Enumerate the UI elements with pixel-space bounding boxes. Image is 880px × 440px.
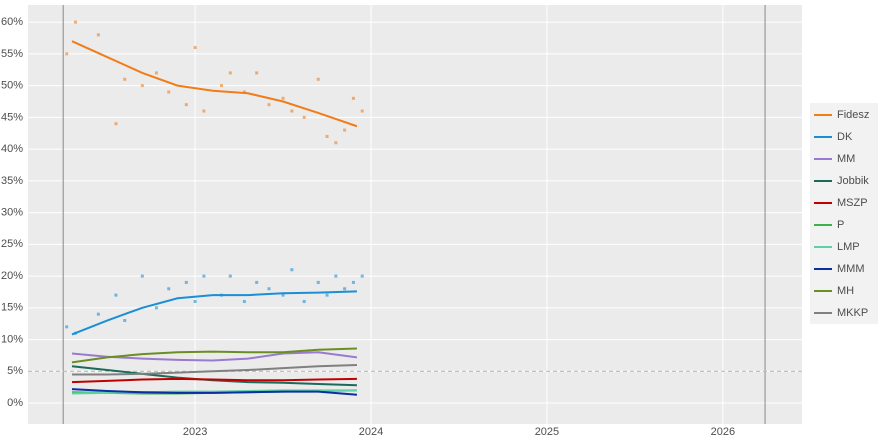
x-tick-label: 2024 — [359, 426, 383, 438]
poll-point — [267, 103, 271, 107]
poll-point — [281, 96, 285, 100]
y-tick-label: 0% — [7, 397, 23, 409]
trend-line — [71, 377, 357, 384]
poll-point — [290, 109, 294, 113]
legend-label: MKKP — [837, 307, 868, 319]
trend-line — [71, 363, 357, 376]
y-tick-label: 55% — [1, 48, 23, 60]
poll-point — [334, 141, 338, 145]
poll-point — [96, 33, 100, 37]
legend-label: MMM — [837, 263, 865, 275]
poll-point — [202, 109, 206, 113]
poll-point — [343, 128, 347, 132]
poll-point — [242, 90, 246, 94]
poll-point — [228, 274, 232, 278]
trend-line — [71, 388, 358, 396]
poll-point — [360, 109, 364, 113]
y-tick-label: 60% — [1, 16, 23, 28]
poll-point — [65, 325, 69, 329]
poll-point — [202, 274, 206, 278]
poll-point — [123, 319, 127, 323]
trend-line — [71, 40, 358, 128]
poll-point — [316, 77, 320, 81]
y-tick-label: 25% — [1, 238, 23, 250]
y-tick-label: 50% — [1, 80, 23, 92]
y-tick-label: 45% — [1, 111, 23, 123]
poll-point — [184, 280, 188, 284]
poll-point — [96, 312, 100, 316]
poll-point — [184, 103, 188, 107]
poll-point — [281, 293, 285, 297]
poll-point — [65, 52, 69, 56]
poll-point — [255, 71, 259, 75]
poll-point — [114, 293, 118, 297]
poll-point — [123, 77, 127, 81]
x-tick-label: 2023 — [183, 426, 207, 438]
poll-point — [73, 20, 77, 24]
trend-line — [71, 290, 357, 336]
poll-point — [114, 122, 118, 126]
poll-point — [334, 274, 338, 278]
trend-line — [71, 389, 357, 395]
poll-point — [167, 287, 171, 291]
legend-label: DK — [837, 131, 853, 143]
poll-point — [140, 274, 144, 278]
y-tick-label: 40% — [1, 143, 23, 155]
legend-label: LMP — [837, 241, 860, 253]
plot-panel — [28, 5, 802, 424]
poll-point — [193, 299, 197, 303]
poll-point — [290, 268, 294, 272]
poll-point — [302, 299, 306, 303]
poll-point — [242, 299, 246, 303]
legend-label: P — [837, 219, 844, 231]
legend-label: Jobbik — [837, 175, 869, 187]
x-tick-label: 2025 — [535, 426, 559, 438]
poll-point — [316, 280, 320, 284]
poll-point — [167, 90, 171, 94]
legend-box — [810, 103, 878, 324]
y-tick-label: 35% — [1, 175, 23, 187]
legend-label: MM — [837, 153, 855, 165]
poll-point — [140, 84, 144, 88]
poll-point — [343, 287, 347, 291]
legend-label: Fidesz — [837, 109, 869, 121]
poll-point — [267, 287, 271, 291]
poll-point — [360, 274, 364, 278]
poll-point — [255, 280, 259, 284]
poll-point — [193, 46, 197, 50]
poll-point — [154, 306, 158, 310]
poll-point — [154, 71, 158, 75]
y-tick-label: 5% — [7, 365, 23, 377]
poll-point — [228, 71, 232, 75]
legend-label: MSZP — [837, 197, 868, 209]
poll-point — [302, 115, 306, 119]
y-tick-label: 20% — [1, 270, 23, 282]
trend-line — [71, 351, 358, 362]
y-tick-label: 30% — [1, 207, 23, 219]
poll-point — [351, 280, 355, 284]
poll-point — [220, 84, 223, 88]
y-tick-label: 10% — [1, 333, 23, 345]
trend-line — [71, 347, 357, 364]
poll-point — [325, 293, 329, 297]
y-tick-label: 15% — [1, 302, 23, 314]
legend-label: MH — [837, 285, 854, 297]
poll-point — [325, 134, 329, 138]
poll-point — [351, 96, 355, 100]
x-tick-label: 2026 — [711, 426, 735, 438]
